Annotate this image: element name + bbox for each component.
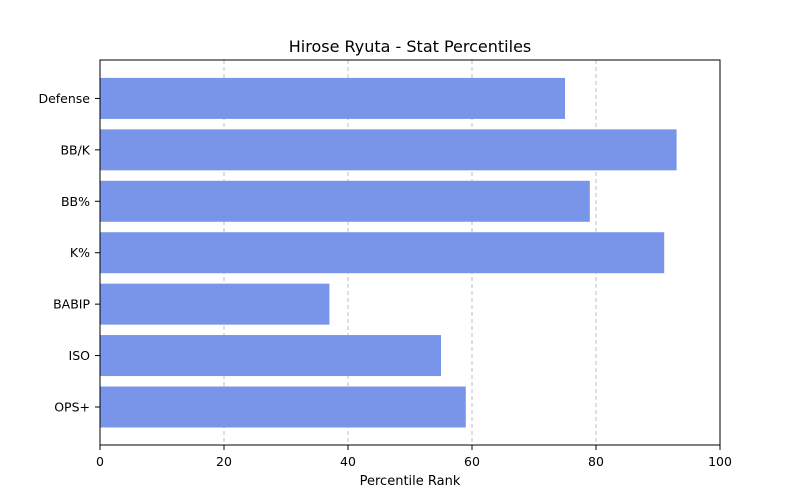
x-tick-label: 80 [588,454,604,469]
x-axis-ticks: 0 20 40 60 80 100 [96,445,732,469]
bar [100,129,677,171]
bar [100,232,665,274]
x-tick-label: 40 [340,454,356,469]
x-tick-label: 100 [708,454,732,469]
x-tick-label: 0 [96,454,104,469]
bar [100,386,466,428]
y-axis-ticks: OPS+ ISO BABIP K% BB% BB/K Defense [38,91,100,415]
bar [100,283,330,325]
x-tick-label: 20 [216,454,232,469]
bars [100,77,677,428]
bar [100,77,565,119]
bar [100,335,441,377]
chart-title: Hirose Ryuta - Stat Percentiles [289,37,532,56]
y-tick-label: OPS+ [54,400,90,415]
x-tick-label: 60 [464,454,480,469]
y-tick-label: BB% [61,194,90,209]
y-tick-label: Defense [38,91,90,106]
y-tick-label: ISO [69,348,91,363]
y-tick-label: BABIP [53,297,90,312]
y-tick-label: K% [70,245,90,260]
bar [100,180,590,222]
y-tick-label: BB/K [60,142,90,157]
x-axis-label: Percentile Rank [360,474,461,489]
